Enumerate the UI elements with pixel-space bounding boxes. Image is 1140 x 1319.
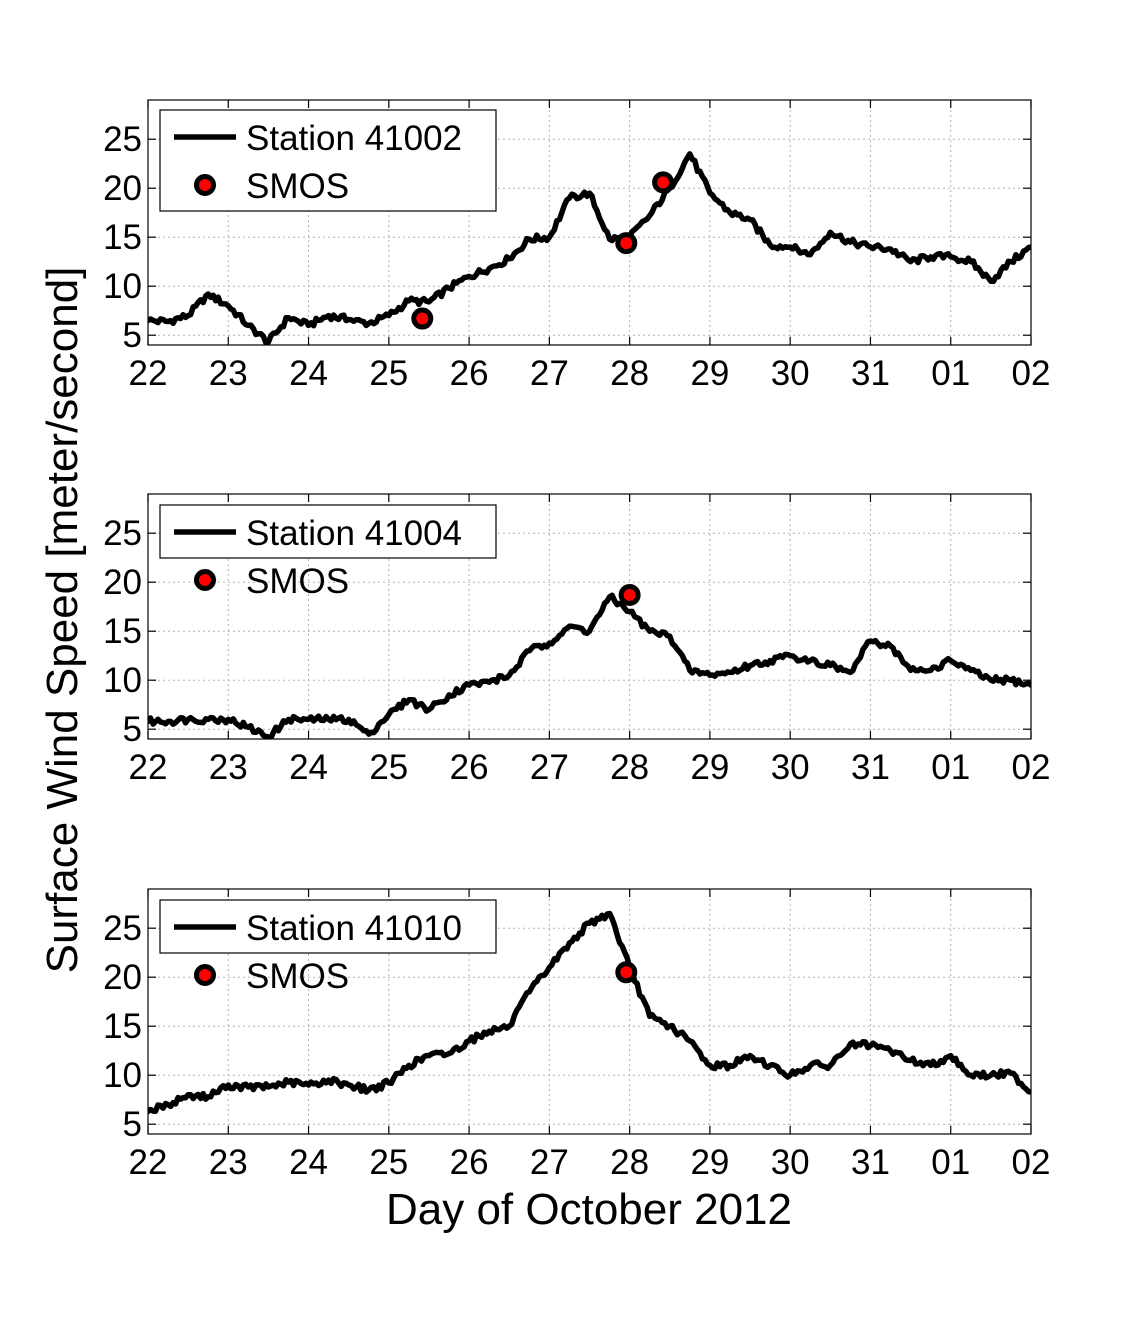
x-tick-label: 02	[1012, 354, 1051, 393]
legend-label: SMOS	[246, 167, 349, 206]
x-tick-label: 27	[530, 354, 569, 393]
legend-label: Station 41004	[246, 514, 462, 553]
legend: Station 41010 SMOS	[159, 899, 497, 996]
x-tick-label: 01	[931, 1143, 970, 1182]
x-tick-label: 30	[771, 354, 810, 393]
x-tick-label: 02	[1012, 748, 1051, 787]
x-tick-label: 27	[530, 1143, 569, 1182]
x-axis-label: Day of October 2012	[386, 1185, 792, 1234]
x-tick-label: 29	[690, 354, 729, 393]
smos-point	[615, 232, 638, 255]
y-tick-label: 20	[103, 169, 142, 208]
smos-point	[652, 171, 675, 194]
series-line-station-41002	[148, 151, 1031, 345]
legend-marker-swatch	[194, 569, 216, 591]
x-tick-label: 30	[771, 748, 810, 787]
chart-panel-2: 22 23 24 25 26 27 28 29 30 31 01 02 5 10 15 20 25 Station…	[103, 493, 1051, 787]
y-tick-label: 10	[103, 1056, 142, 1095]
legend-label: Station 41010	[246, 909, 462, 948]
y-tick-label: 15	[103, 1007, 142, 1046]
y-tick-label: 5	[123, 710, 142, 749]
x-tick-label: 28	[610, 748, 649, 787]
x-tick-label: 28	[610, 1143, 649, 1182]
x-tick-label: 25	[369, 1143, 408, 1182]
x-tick-label: 25	[369, 354, 408, 393]
x-tick-label: 24	[289, 1143, 328, 1182]
series-line-station-41004	[148, 592, 1031, 739]
y-tick-label: 5	[123, 316, 142, 355]
x-tick-label: 01	[931, 354, 970, 393]
y-tick-label: 20	[103, 958, 142, 997]
x-tick-label: 23	[209, 748, 248, 787]
axes-frame	[147, 493, 1032, 740]
y-tick-label: 25	[103, 120, 142, 159]
x-tick-label: 22	[129, 1143, 168, 1182]
x-tick-label: 27	[530, 748, 569, 787]
y-tick-label: 20	[103, 563, 142, 602]
x-tick-label: 26	[450, 748, 489, 787]
legend-label: SMOS	[246, 562, 349, 601]
x-tick-label: 30	[771, 1143, 810, 1182]
axes-frame	[147, 888, 1032, 1135]
x-tick-label: 23	[209, 354, 248, 393]
axes-frame	[147, 99, 1032, 346]
x-tick-label: 31	[851, 748, 890, 787]
y-tick-label: 15	[103, 612, 142, 651]
legend-label: SMOS	[246, 957, 349, 996]
y-axis-label: Surface Wind Speed [meter/second]	[38, 267, 87, 974]
y-tick-label: 10	[103, 267, 142, 306]
x-tick-label: 28	[610, 354, 649, 393]
x-tick-label: 31	[851, 1143, 890, 1182]
y-tick-label: 25	[103, 514, 142, 553]
smos-point	[411, 307, 434, 330]
y-tick-label: 15	[103, 218, 142, 257]
legend-label: Station 41002	[246, 119, 462, 158]
legend-marker-swatch	[194, 964, 216, 986]
x-tick-label: 29	[690, 1143, 729, 1182]
x-tick-label: 23	[209, 1143, 248, 1182]
smos-point	[618, 583, 641, 606]
y-tick-label: 25	[103, 909, 142, 948]
x-tick-label: 29	[690, 748, 729, 787]
x-tick-label: 26	[450, 1143, 489, 1182]
legend-box	[159, 109, 497, 212]
x-tick-label: 24	[289, 748, 328, 787]
smos-point	[615, 961, 638, 984]
x-tick-label: 26	[450, 354, 489, 393]
x-tick-label: 22	[129, 354, 168, 393]
y-tick-label: 10	[103, 661, 142, 700]
x-tick-label: 24	[289, 354, 328, 393]
legend: Station 41002 SMOS	[159, 109, 497, 212]
x-tick-label: 22	[129, 748, 168, 787]
chart-panel-3: 22 23 24 25 26 27 28 29 30 31 01 02 5 10 15 20 25 Station…	[103, 888, 1051, 1182]
x-tick-label: 02	[1012, 1143, 1051, 1182]
legend-marker-swatch	[194, 174, 216, 196]
x-tick-label: 01	[931, 748, 970, 787]
x-tick-label: 31	[851, 354, 890, 393]
series-line-station-41010	[148, 910, 1031, 1115]
y-tick-label: 5	[123, 1105, 142, 1144]
x-tick-label: 25	[369, 748, 408, 787]
chart-panels: 22 23 24 25 26 27 28 29 30 31 01 02 5 10 15 20 25 Station…	[103, 99, 1051, 1182]
legend: Station 41004 SMOS	[159, 504, 497, 601]
chart-panel-1: 22 23 24 25 26 27 28 29 30 31 01 02 5 10 15 20 25 Station…	[103, 99, 1051, 393]
